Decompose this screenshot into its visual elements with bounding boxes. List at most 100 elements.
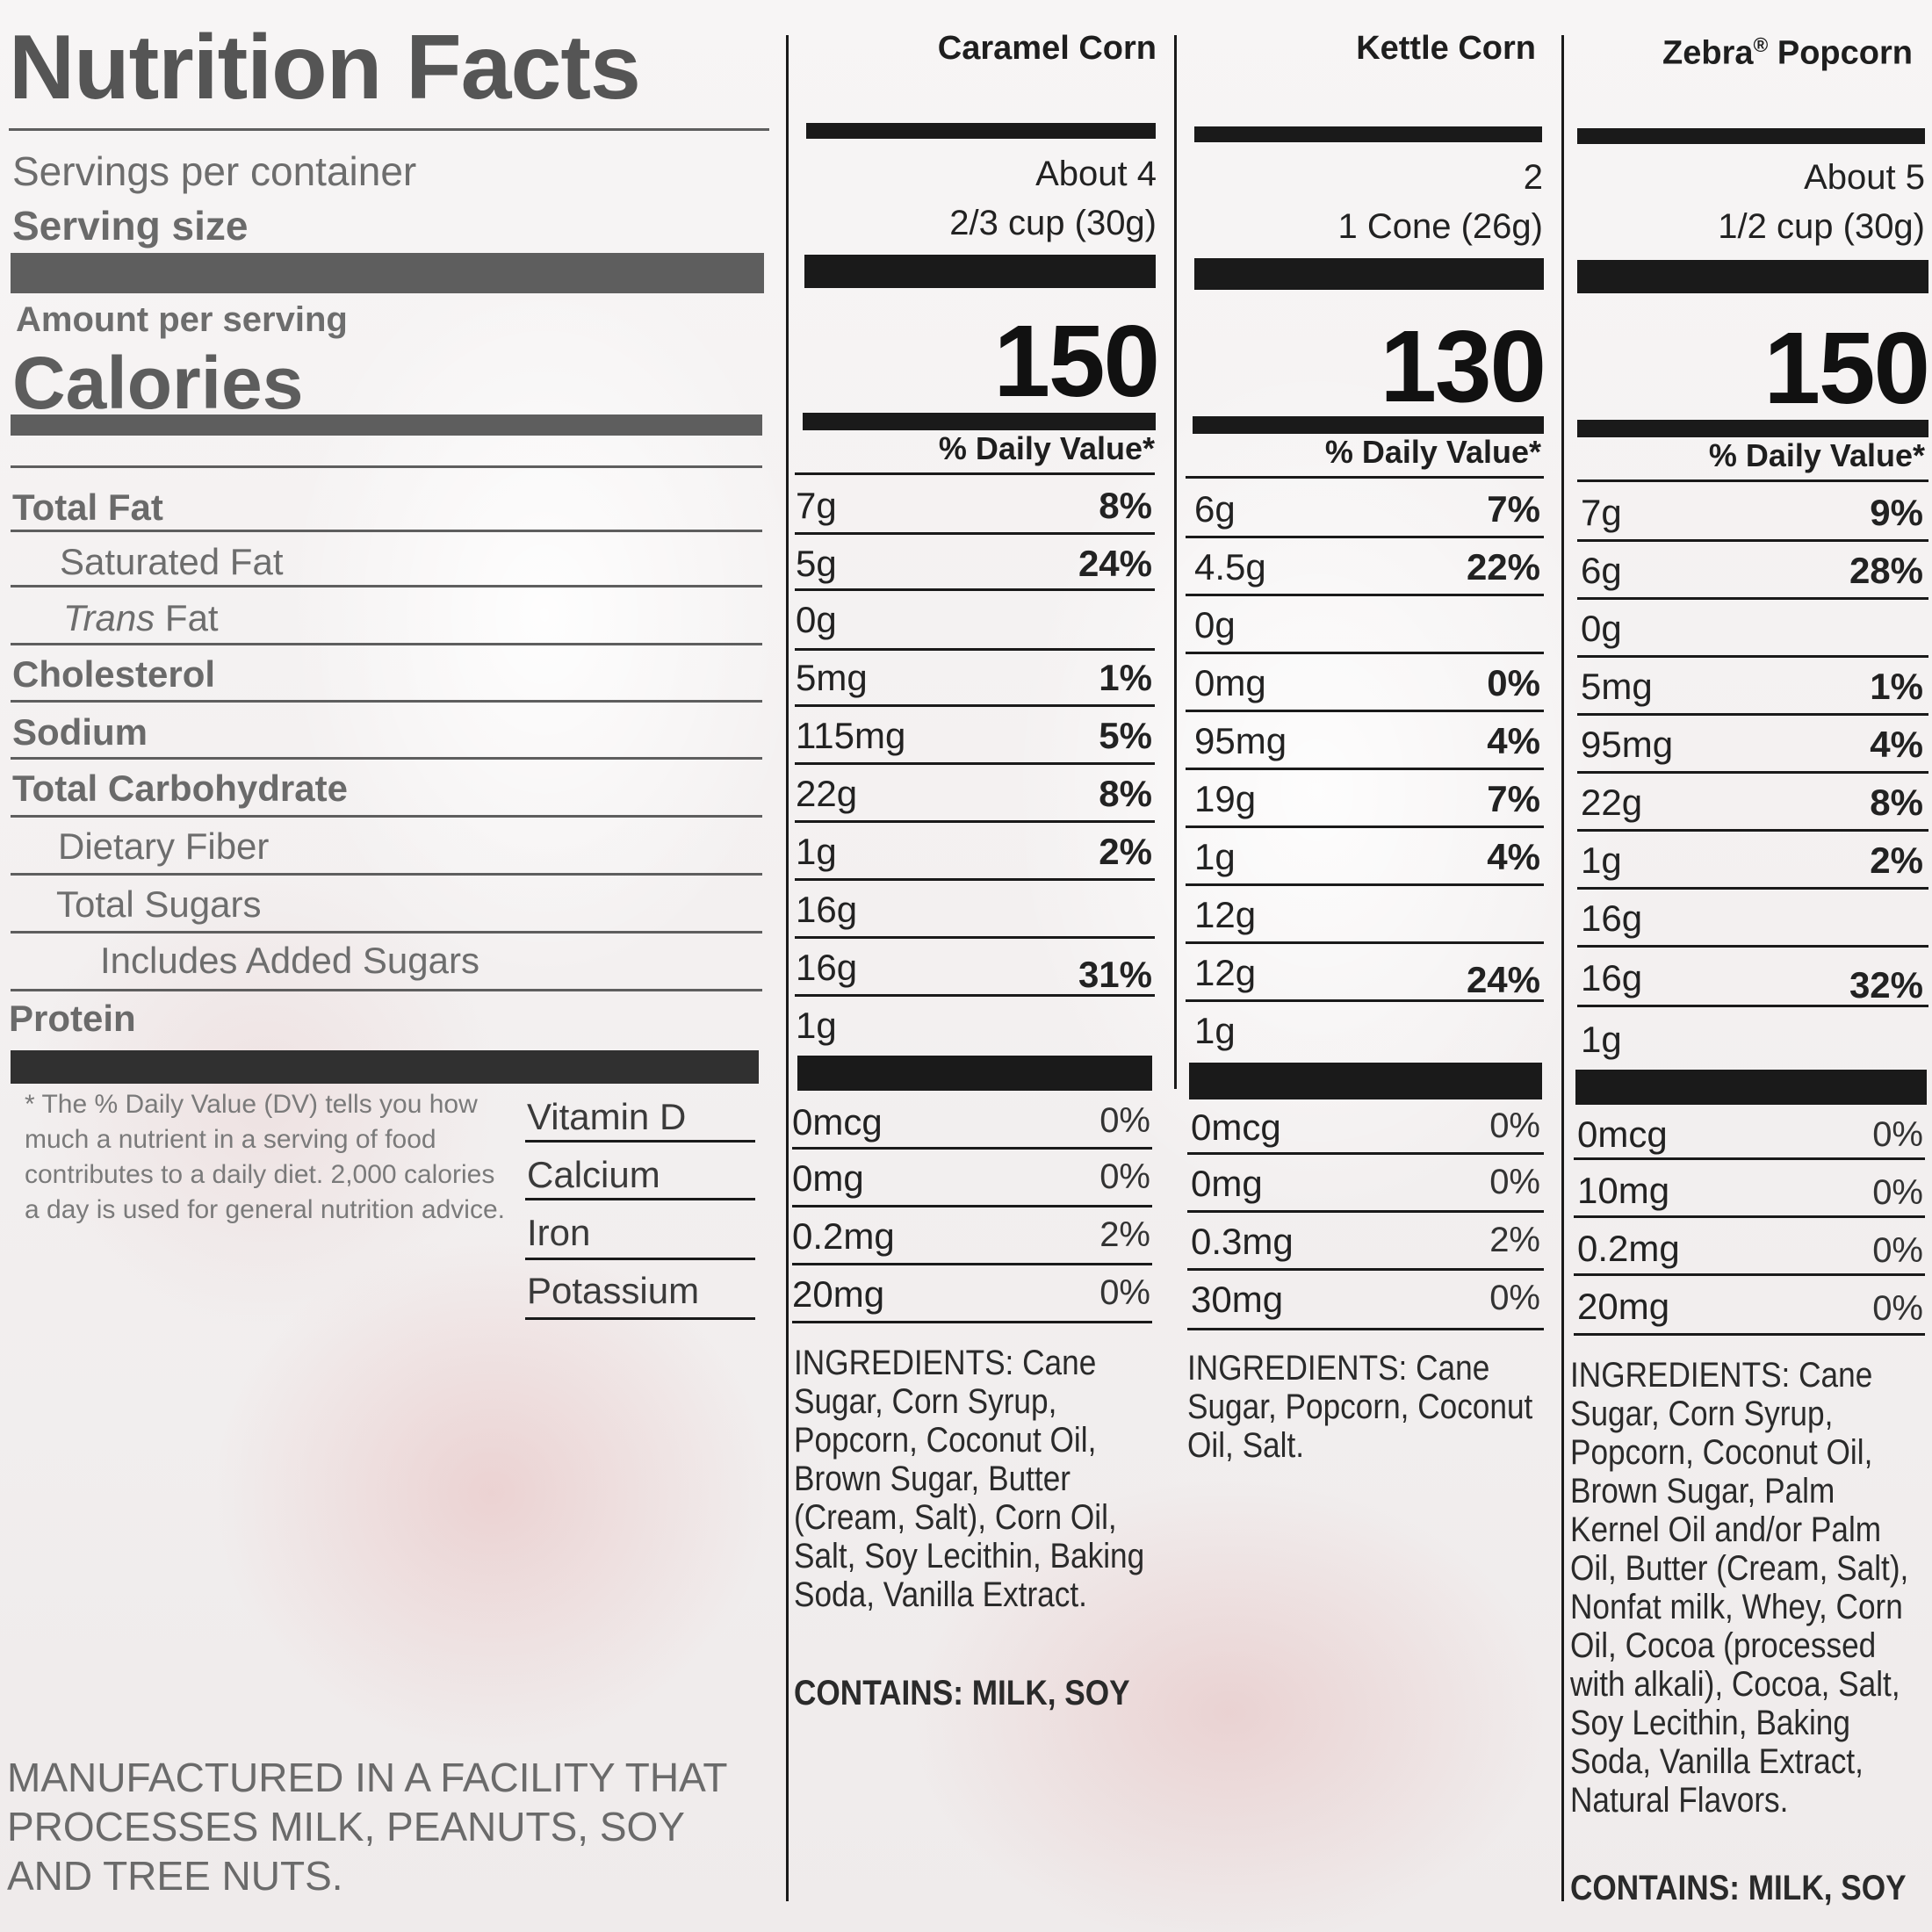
iron-amount: 0.2mg: [792, 1215, 895, 1257]
rule: [1577, 887, 1928, 890]
trans-fat-amount: 0g: [796, 599, 837, 640]
calcium-dv: 0%: [1872, 1173, 1923, 1212]
ingredients-text: INGREDIENTS: Cane Sugar, Popcorn, Coconu…: [1187, 1349, 1533, 1465]
vitamin-d-amount: 0mcg: [1577, 1114, 1668, 1155]
thick-rule: [1189, 1063, 1542, 1099]
trans-rest: Fat: [155, 597, 219, 638]
vitamin-d-amount: 0mcg: [792, 1101, 883, 1143]
calcium-amount: 10mg: [1577, 1170, 1670, 1211]
protein-amount: 1g: [1194, 1010, 1236, 1051]
rule: [11, 989, 762, 991]
dietary-fiber-amount: 1g: [1194, 836, 1236, 877]
rule: [1574, 1157, 1925, 1160]
potassium-dv: 0%: [1872, 1289, 1923, 1328]
serving-size-value: 1 Cone (26g): [1337, 207, 1543, 246]
calories-value: 150: [1763, 311, 1930, 425]
product-name: Kettle Corn: [1356, 30, 1536, 67]
rule: [11, 815, 762, 818]
total-fat-label: Total Fat: [12, 487, 163, 528]
allergen-contains: CONTAINS: MILK, SOY: [794, 1674, 1130, 1712]
rule: [1186, 710, 1544, 712]
rule: [525, 1258, 755, 1260]
iron-amount: 0.3mg: [1191, 1221, 1294, 1262]
rule: [1186, 594, 1544, 596]
total-sugars-amount: 16g: [1581, 898, 1643, 939]
thick-rule: [804, 255, 1156, 288]
rule: [792, 1263, 1152, 1265]
daily-value-header: % Daily Value*: [1708, 437, 1925, 473]
added-sugars-amount: 12g: [1194, 952, 1257, 993]
label-title: Nutrition Facts: [9, 17, 641, 119]
medium-rule: [11, 415, 762, 436]
daily-value-header: % Daily Value*: [938, 430, 1155, 466]
potassium-dv: 0%: [1489, 1279, 1540, 1317]
servings-value: About 5: [1804, 158, 1925, 197]
rule: [795, 532, 1155, 535]
rule: [1577, 713, 1928, 716]
rule: [1186, 652, 1544, 654]
rule: [525, 1140, 755, 1143]
rule: [1577, 655, 1928, 658]
iron-dv: 2%: [1489, 1221, 1540, 1259]
total-sugars-label: Total Sugars: [56, 883, 262, 925]
rule: [1577, 128, 1925, 144]
registered-mark: ®: [1753, 33, 1769, 56]
rule: [11, 931, 762, 934]
total-carbohydrate-dv: 7%: [1487, 778, 1540, 819]
rule: [9, 128, 769, 131]
rule: [795, 472, 1155, 475]
rule: [525, 1198, 755, 1200]
cholesterol-dv: 1%: [1870, 666, 1923, 707]
total-fat-amount: 7g: [796, 485, 837, 526]
rule: [1577, 539, 1928, 542]
rule: [1186, 825, 1544, 828]
iron-amount: 0.2mg: [1577, 1228, 1680, 1269]
vitamin-d-amount: 0mcg: [1191, 1107, 1281, 1148]
cholesterol-amount: 5mg: [796, 657, 868, 698]
iron-dv: 0%: [1872, 1231, 1923, 1270]
sodium-amount: 95mg: [1194, 720, 1287, 761]
calories-value: 130: [1380, 309, 1546, 423]
potassium-amount: 20mg: [1577, 1286, 1670, 1327]
total-carbohydrate-label: Total Carbohydrate: [12, 768, 348, 809]
rule: [1577, 479, 1928, 482]
vitamin-d-dv: 0%: [1872, 1115, 1923, 1154]
rule: [1577, 1005, 1928, 1007]
servings-value: About 4: [1035, 155, 1157, 193]
rule: [1194, 126, 1542, 142]
total-carbohydrate-amount: 19g: [1194, 778, 1257, 819]
saturated-fat-dv: 24%: [1078, 543, 1152, 584]
saturated-fat-amount: 6g: [1581, 550, 1622, 591]
rule: [795, 762, 1155, 765]
added-sugars-label: Includes Added Sugars: [100, 940, 479, 981]
dietary-fiber-amount: 1g: [796, 831, 837, 872]
rule: [1186, 883, 1544, 886]
added-sugars-dv: 32%: [1849, 964, 1923, 1006]
added-sugars-amount: 16g: [1581, 957, 1643, 998]
vitamin-d-dv: 0%: [1489, 1107, 1540, 1145]
serving-size-value: 1/2 cup (30g): [1718, 207, 1925, 246]
calories-label: Calories: [12, 342, 304, 424]
rule: [11, 530, 762, 532]
saturated-fat-dv: 22%: [1466, 546, 1540, 588]
iron-dv: 2%: [1099, 1215, 1150, 1254]
cholesterol-dv: 1%: [1099, 657, 1152, 698]
trans-fat-amount: 0g: [1194, 604, 1236, 645]
rule: [1574, 1273, 1925, 1276]
sodium-amount: 115mg: [796, 715, 906, 756]
rule: [1577, 945, 1928, 948]
total-carbohydrate-dv: 8%: [1870, 782, 1923, 823]
cholesterol-label: Cholesterol: [12, 653, 216, 695]
rule: [1187, 1152, 1544, 1155]
serving-size-label: Serving size: [12, 203, 249, 249]
thick-rule: [1575, 1070, 1927, 1105]
rule: [795, 820, 1155, 823]
rule: [1186, 768, 1544, 770]
facility-allergen-note: MANUFACTURED IN A FACILITY THAT PROCESSE…: [7, 1755, 727, 1899]
rule: [795, 936, 1155, 939]
total-fat-amount: 6g: [1194, 488, 1236, 530]
rule: [11, 757, 762, 760]
rule: [11, 700, 762, 703]
total-sugars-amount: 12g: [1194, 894, 1257, 935]
cholesterol-amount: 0mg: [1194, 662, 1266, 703]
